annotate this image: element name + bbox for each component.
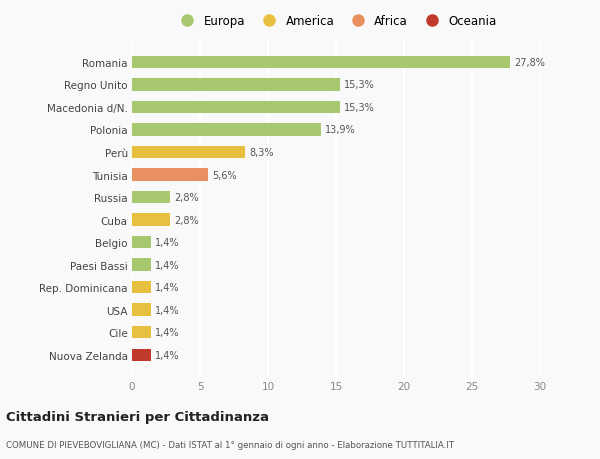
- Text: 1,4%: 1,4%: [155, 260, 179, 270]
- Text: 1,4%: 1,4%: [155, 283, 179, 292]
- Text: 1,4%: 1,4%: [155, 328, 179, 337]
- Text: 5,6%: 5,6%: [212, 170, 237, 180]
- Text: 1,4%: 1,4%: [155, 305, 179, 315]
- Bar: [132, 304, 151, 316]
- Bar: [132, 101, 340, 114]
- Text: 2,8%: 2,8%: [174, 193, 199, 202]
- Text: 8,3%: 8,3%: [249, 148, 274, 157]
- Text: 15,3%: 15,3%: [344, 80, 375, 90]
- Bar: [132, 191, 170, 204]
- Bar: [132, 281, 151, 294]
- Bar: [132, 236, 151, 249]
- Text: 27,8%: 27,8%: [514, 58, 545, 68]
- Text: 2,8%: 2,8%: [174, 215, 199, 225]
- Bar: [132, 56, 510, 69]
- Bar: [132, 124, 321, 136]
- Text: Cittadini Stranieri per Cittadinanza: Cittadini Stranieri per Cittadinanza: [6, 410, 269, 423]
- Text: 1,4%: 1,4%: [155, 238, 179, 247]
- Bar: [132, 146, 245, 159]
- Text: 15,3%: 15,3%: [344, 103, 375, 112]
- Bar: [132, 79, 340, 91]
- Text: 1,4%: 1,4%: [155, 350, 179, 360]
- Text: 13,9%: 13,9%: [325, 125, 356, 135]
- Legend: Europa, America, Africa, Oceania: Europa, America, Africa, Oceania: [171, 11, 501, 33]
- Bar: [132, 169, 208, 181]
- Bar: [132, 214, 170, 226]
- Text: COMUNE DI PIEVEBOVIGLIANA (MC) - Dati ISTAT al 1° gennaio di ogni anno - Elabora: COMUNE DI PIEVEBOVIGLIANA (MC) - Dati IS…: [6, 441, 454, 449]
- Bar: [132, 259, 151, 271]
- Bar: [132, 349, 151, 361]
- Bar: [132, 326, 151, 339]
